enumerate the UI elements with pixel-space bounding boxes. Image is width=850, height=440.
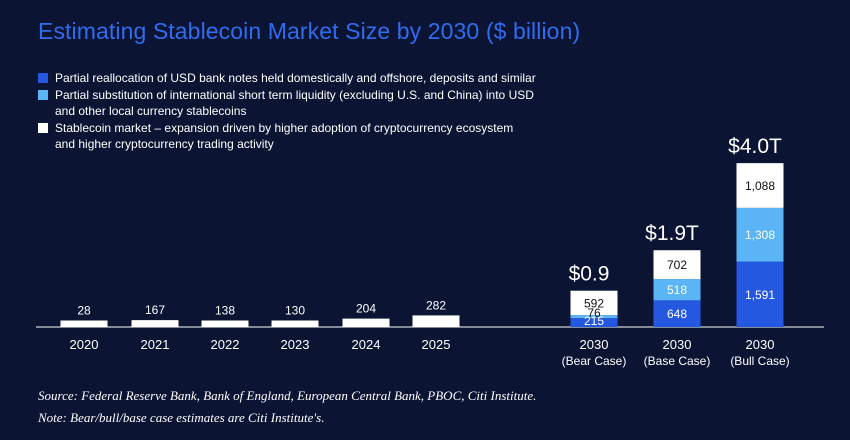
bar-2022 [201,320,249,327]
legend-swatch-dark-blue [38,73,48,83]
legend: Partial reallocation of USD bank notes h… [38,70,618,153]
data-label-2023: 130 [285,304,305,318]
data-label-2024: 204 [356,302,376,316]
total-label-2: $4.0T [728,135,782,158]
x-tick-label-2030-1: 2030 [663,337,692,352]
segment-label-2-0: 1,591 [745,288,775,302]
bar-segment-2-1 [736,207,784,262]
source-footnote: Source: Federal Reserve Bank, Bank of En… [38,388,537,403]
x-tick-label-2025: 2025 [422,337,451,352]
segment-label-1-0: 648 [667,307,687,321]
note-footnote: Note: Bear/bull/base case estimates are … [38,410,325,425]
x-tick-label-2024: 2024 [352,337,381,352]
x-tick-label-2030-0: 2030 [580,337,609,352]
legend-label: Partial substitution of international sh… [55,88,534,118]
data-label-2020: 28 [77,304,91,318]
bar-2023 [271,320,319,327]
bar-2025 [412,315,460,327]
bar-2021 [131,320,179,327]
x-tick-label-2022: 2022 [211,337,240,352]
bar-segment-0-2 [570,290,618,316]
segment-label-0-1: 76 [587,306,601,320]
data-label-2021: 167 [145,303,165,317]
segment-label-1-1: 518 [667,283,687,297]
x-tick-label-2021: 2021 [141,337,170,352]
x-tick-case-label-1: (Base Case) [644,354,711,368]
bar-segment-0-1 [570,315,618,319]
bar-segment-1-1 [653,279,701,301]
x-tick-case-label-2: (Bull Case) [730,354,789,368]
bar-segment-2-0 [736,261,784,327]
legend-item-white: Stablecoin market – expansion driven by … [38,120,618,152]
bar-segment-2-2 [736,163,784,208]
bar-segment-1-2 [653,250,701,280]
bar-segment-0-0 [570,318,618,327]
x-tick-label-2023: 2023 [281,337,310,352]
x-tick-case-label-0: (Bear Case) [562,354,627,368]
legend-swatch-white [38,123,48,133]
chart-title: Estimating Stablecoin Market Size by 203… [38,18,581,44]
segment-label-0-2: 592 [584,296,604,310]
segment-label-2-1: 1,308 [745,228,775,242]
segment-label-1-2: 702 [667,258,687,272]
x-tick-label-2020: 2020 [70,337,99,352]
legend-item-dark-blue: Partial reallocation of USD bank notes h… [38,70,618,86]
legend-swatch-light-blue [38,90,48,100]
legend-item-light-blue: Partial substitution of international sh… [38,87,618,119]
bar-2024 [342,318,390,327]
bar-2020 [60,320,108,327]
legend-label: Partial reallocation of USD bank notes h… [55,71,536,85]
total-label-0: $0.9 [569,263,610,286]
total-label-1: $1.9T [645,222,699,245]
x-tick-label-2030-2: 2030 [746,337,775,352]
legend-label: Stablecoin market – expansion driven by … [55,121,514,151]
bar-segment-1-0 [653,300,701,327]
data-label-2022: 138 [215,304,235,318]
data-label-2025: 282 [426,298,446,312]
segment-label-0-0: 215 [584,314,604,328]
segment-label-2-2: 1,088 [745,179,775,193]
